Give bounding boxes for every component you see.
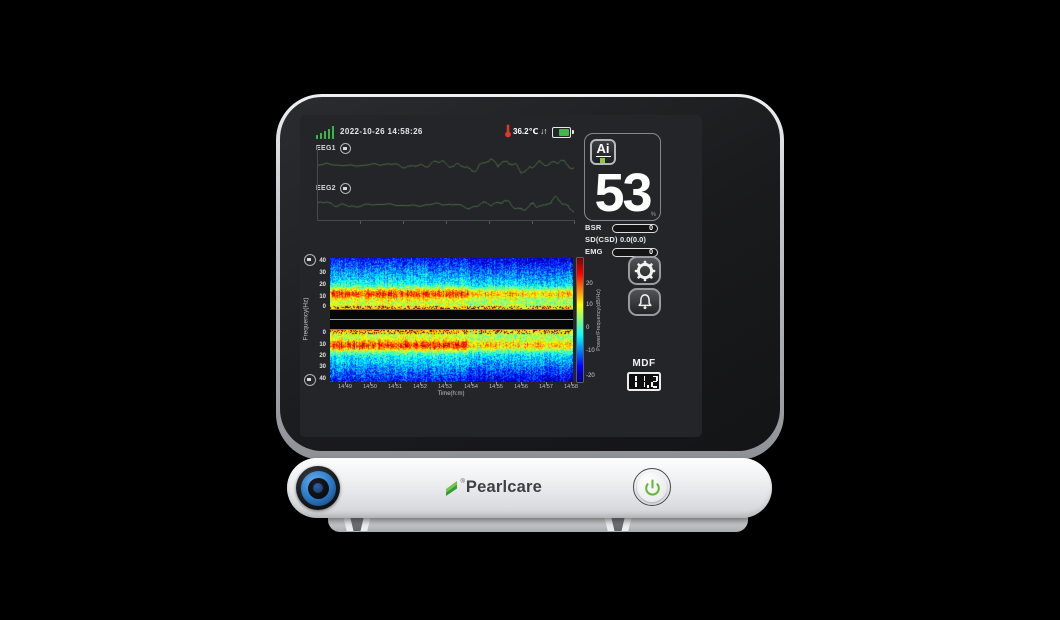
eeg-axis-tick [446, 221, 447, 224]
index-value: 53 [594, 163, 652, 223]
freq-tick: 10 [319, 342, 326, 348]
time-tickmark [445, 382, 446, 385]
freq-axis-label: Frequency(Hz) [302, 297, 310, 341]
dsa-spectrogram [330, 258, 573, 382]
time-tick: 14:52 [413, 384, 427, 390]
colorbar-label: Power/Frequency(dB/Hz) [596, 289, 602, 351]
time-axis-label: Time(h:m) [437, 391, 465, 397]
brand-name: Pearlcare [465, 477, 543, 496]
eeg-axis-tick [489, 221, 490, 224]
colorbar-tick: 0 [586, 325, 590, 331]
eeg-axis-tick [574, 221, 575, 224]
settings-button[interactable] [628, 256, 661, 285]
eeg-x-axis [317, 220, 575, 221]
freq-tick: 40 [319, 258, 326, 264]
time-tickmark [370, 382, 371, 385]
freq-tick: 40 [319, 376, 326, 382]
mdf-digit [651, 375, 659, 388]
eeg1-waveform [318, 150, 574, 180]
ai-logo-text: Ai [596, 141, 610, 156]
time-tickmark [471, 382, 472, 385]
dsa-gap [330, 309, 573, 330]
sd-csd-label: SD(CSD) [585, 235, 618, 244]
temperature-reading: 36.2℃ [513, 127, 539, 136]
time-tick: 14:58 [564, 384, 578, 390]
time-tickmark [345, 382, 346, 385]
bsr-value-field: 0 [612, 223, 658, 233]
signal-strength-icon [316, 126, 336, 139]
emg-label: EMG [585, 247, 603, 256]
registered-mark: ® [460, 478, 465, 485]
mdf-display [627, 372, 661, 391]
bsr-label: BSR [585, 223, 602, 232]
colorbar-tick: -10 [586, 348, 595, 354]
rotary-knob-button[interactable] [296, 466, 340, 510]
colorbar [577, 258, 583, 382]
eeg-axis-tick [532, 221, 533, 224]
dsa-ch1-icon [304, 254, 316, 266]
colorbar-tick: 20 [586, 281, 593, 287]
mdf-digit [638, 376, 646, 388]
freq-tick: 0 [322, 304, 326, 310]
time-tickmark [395, 382, 396, 385]
colorbar-tick: -20 [586, 373, 595, 379]
freq-tick: 30 [319, 270, 326, 276]
eeg-axis-tick [403, 221, 404, 224]
colorbar-tick: 10 [586, 302, 593, 308]
battery-icon [552, 127, 574, 138]
freq-tick: 20 [319, 353, 326, 359]
time-tick: 14:56 [514, 384, 528, 390]
ai-index-panel: Ai 53 % [584, 133, 661, 221]
time-tick: 14:57 [539, 384, 553, 390]
thermometer-icon [505, 124, 511, 138]
monitor-housing: 2022-10-26 14:58:26 36.2℃ ↓↑ EEG1 EEG2 [276, 94, 784, 460]
ai-logo-underline [595, 155, 611, 158]
ai-logo: Ai [590, 139, 616, 165]
ai-logo-green-dot [600, 158, 605, 163]
brand-logo: ® Pearlcare [444, 474, 542, 500]
time-tickmark [546, 382, 547, 385]
index-unit: % [650, 212, 656, 218]
eeg1-label: EEG1 [316, 145, 336, 152]
leaf-icon [446, 480, 457, 496]
bell-icon [637, 294, 652, 310]
alarm-button[interactable] [628, 288, 661, 316]
sd-csd-value: 0.0(0.0) [620, 235, 646, 244]
time-tickmark [521, 382, 522, 385]
time-tick: 14:49 [338, 384, 352, 390]
freq-tick: 10 [319, 294, 326, 300]
eeg2-waveform [318, 191, 574, 219]
mdf-label: MDF [632, 358, 656, 369]
eeg-y-axis [317, 146, 318, 221]
freq-tick: 0 [322, 330, 326, 336]
time-tickmark [571, 382, 572, 385]
freq-tick: 30 [319, 364, 326, 370]
time-tick: 14:55 [489, 384, 503, 390]
time-tick: 14:53 [438, 384, 452, 390]
eeg2-label: EEG2 [316, 185, 336, 192]
gear-icon [634, 260, 655, 281]
time-tickmark [496, 382, 497, 385]
dsa-ch2-icon [304, 374, 316, 386]
mdf-digit [630, 376, 637, 388]
updown-arrows-icon: ↓↑ [540, 126, 547, 136]
dsa-ch1-heatmap [330, 258, 573, 309]
power-icon [644, 479, 660, 496]
dsa-ch2-heatmap [330, 330, 573, 382]
time-tick: 14:51 [388, 384, 402, 390]
front-panel: ® Pearlcare [287, 458, 772, 518]
screen-bezel: 2022-10-26 14:58:26 36.2℃ ↓↑ EEG1 EEG2 [280, 97, 780, 451]
time-tickmark [420, 382, 421, 385]
eeg-axis-tick [360, 221, 361, 224]
time-tick: 14:50 [363, 384, 377, 390]
freq-tick: 20 [319, 282, 326, 288]
time-tick: 14:54 [464, 384, 478, 390]
mdf-digit [646, 376, 650, 388]
power-button[interactable] [633, 468, 671, 506]
datetime-text: 2022-10-26 14:58:26 [340, 127, 423, 136]
